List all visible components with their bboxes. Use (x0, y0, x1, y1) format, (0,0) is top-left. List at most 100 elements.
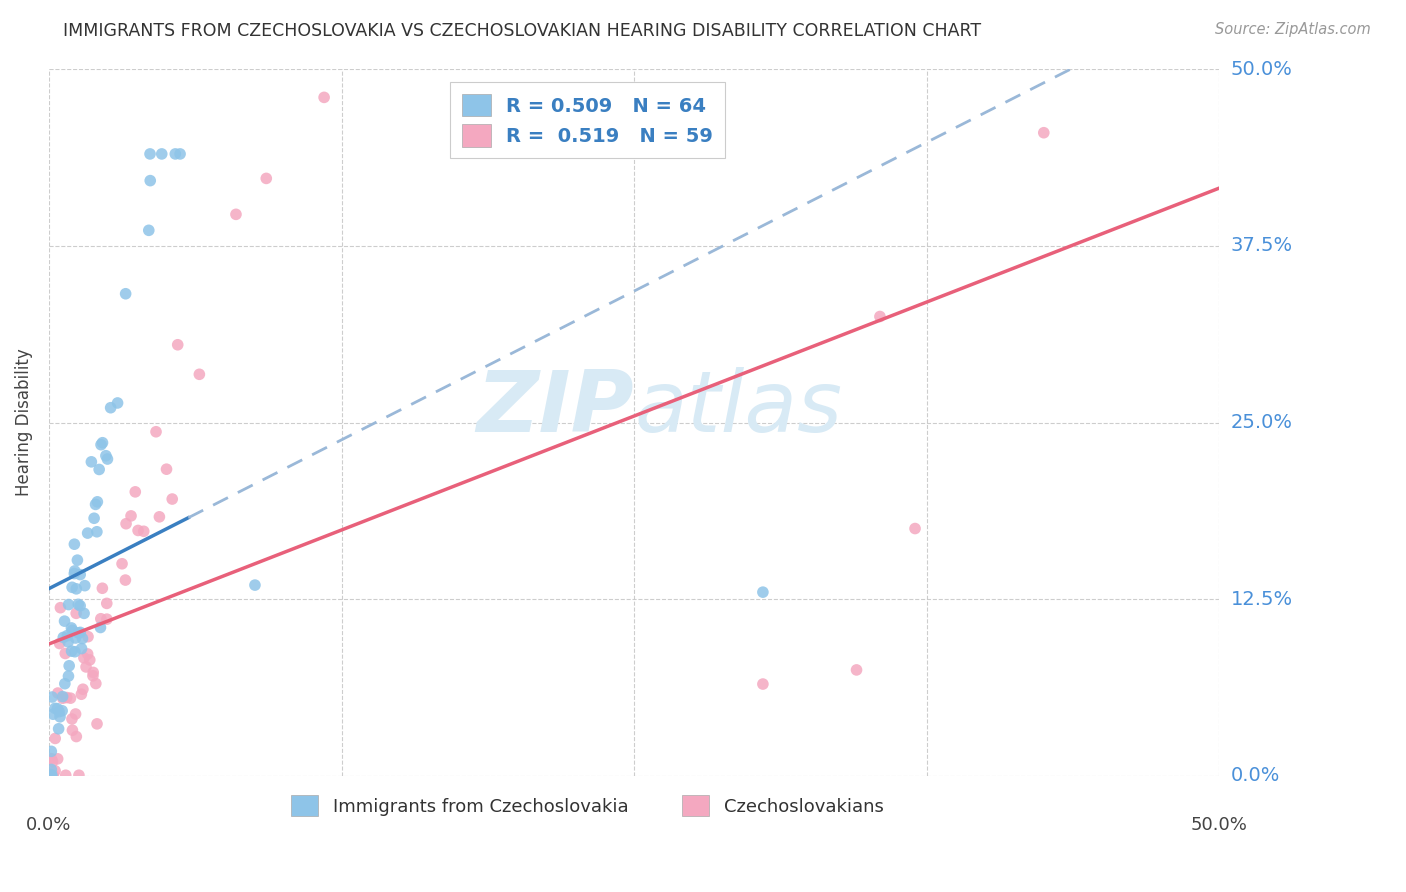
Point (90, 612, 112, 626)
Text: atlas: atlas (634, 367, 842, 450)
Point (75, 660, 97, 674)
Point (53, 647, 76, 661)
Point (869, 310, 891, 324)
Point (89, 462, 111, 476)
Point (120, 508, 142, 523)
Point (41, 690, 63, 704)
Point (44, 764, 66, 778)
Point (53, 614, 76, 628)
Point (145, 425, 167, 439)
Point (48, 722, 70, 736)
Point (69, 599, 91, 613)
Point (86, 524, 108, 539)
Point (59, 691, 82, 706)
Point (44, 731, 66, 746)
Point (41, 768, 63, 782)
Point (188, 368, 211, 382)
Point (76, 526, 98, 541)
Point (160, 491, 183, 506)
Point (115, 516, 138, 531)
Point (52, 631, 75, 645)
Point (42, 768, 65, 782)
Point (70, 687, 93, 701)
Point (752, 585, 775, 599)
Point (155, 462, 177, 476)
Point (94, 449, 117, 463)
Point (72, 682, 94, 697)
Legend: Immigrants from Czechoslovakia, Czechoslovakians: Immigrants from Czechoslovakia, Czechosl… (284, 789, 891, 823)
Point (845, 663, 868, 677)
Point (67, 768, 90, 782)
Point (55, 690, 77, 705)
Point (46, 686, 69, 700)
Point (904, 522, 927, 536)
Point (77, 630, 100, 644)
Point (65, 607, 87, 621)
Point (86, 495, 108, 509)
Point (46, 752, 69, 766)
Point (56, 629, 79, 643)
Point (60, 621, 83, 635)
Point (39, 744, 62, 758)
Point (58, 598, 80, 612)
Point (80, 455, 103, 469)
Text: Source: ZipAtlas.com: Source: ZipAtlas.com (1215, 22, 1371, 37)
Point (42, 707, 65, 722)
Point (89, 620, 111, 634)
Point (166, 338, 188, 352)
Point (46, 701, 69, 715)
Point (127, 524, 149, 538)
Text: 50.0%: 50.0% (1230, 60, 1292, 78)
Point (314, 90, 336, 104)
Point (48, 705, 70, 719)
Point (41, 768, 63, 782)
Point (63, 645, 86, 659)
Point (1032, 126, 1054, 140)
Point (39, 768, 62, 782)
Point (39, 752, 62, 766)
Point (114, 286, 136, 301)
Point (225, 207, 247, 221)
Text: 37.5%: 37.5% (1230, 236, 1292, 255)
Point (53, 676, 76, 690)
Point (52, 691, 75, 706)
Point (65, 582, 87, 596)
Point (150, 147, 173, 161)
Point (82, 669, 104, 683)
Point (527, 90, 550, 104)
Point (63, 564, 86, 578)
Point (114, 573, 136, 587)
Point (138, 223, 160, 237)
Point (56, 635, 79, 649)
Point (67, 597, 90, 611)
Point (48, 636, 70, 650)
Text: 12.5%: 12.5% (1230, 590, 1292, 608)
Point (51, 704, 73, 718)
Point (49, 710, 72, 724)
Point (82, 665, 104, 680)
Point (44, 701, 66, 715)
Point (52, 690, 75, 704)
Text: 0.0%: 0.0% (1230, 766, 1279, 786)
Point (165, 147, 187, 161)
Point (139, 173, 162, 187)
Text: 50.0%: 50.0% (1191, 815, 1247, 833)
Point (63, 566, 86, 581)
Point (100, 401, 122, 415)
Point (84, 676, 107, 690)
Text: IMMIGRANTS FROM CZECHOSLOVAKIA VS CZECHOSLOVAKIAN HEARING DISABILITY CORRELATION: IMMIGRANTS FROM CZECHOSLOVAKIA VS CZECHO… (63, 22, 981, 40)
Text: ZIP: ZIP (477, 367, 634, 450)
Point (58, 658, 80, 673)
Point (73, 579, 96, 593)
Text: 0.0%: 0.0% (27, 815, 72, 833)
Point (76, 647, 98, 661)
Point (139, 147, 162, 161)
Point (39, 763, 62, 777)
Point (65, 706, 87, 721)
Point (91, 581, 114, 595)
Point (96, 452, 118, 467)
Point (65, 631, 87, 645)
Point (58, 669, 80, 683)
Point (96, 612, 118, 626)
Point (60, 644, 83, 658)
